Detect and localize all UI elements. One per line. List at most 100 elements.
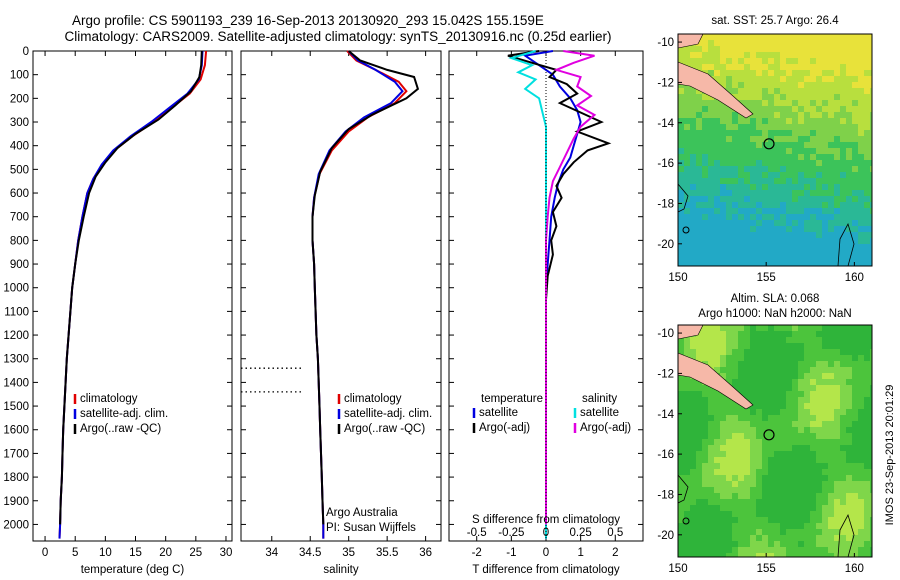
map-cell [828, 325, 834, 331]
map-cell [822, 40, 828, 46]
map-cell [822, 367, 828, 373]
map-cell [870, 148, 872, 154]
map-cell [828, 331, 834, 337]
map-cell [756, 82, 762, 88]
map-cell [768, 493, 774, 499]
map-cell [798, 64, 804, 70]
depth-tick-label: 700 [10, 212, 29, 224]
map-cell [702, 349, 708, 355]
map-cell [762, 214, 768, 220]
map-cell [708, 136, 714, 142]
map-cell [744, 208, 750, 214]
map-cell [846, 403, 852, 409]
map-cell [828, 463, 834, 469]
map-cell [720, 250, 726, 256]
map-cell [780, 262, 786, 266]
map-ytick-label: -12 [657, 77, 674, 89]
map-cell [744, 184, 750, 190]
map-cell [786, 355, 792, 361]
map-cell [756, 409, 762, 415]
map-cell [678, 112, 684, 118]
map-cell [738, 178, 744, 184]
map-cell [684, 523, 690, 529]
map-cell [744, 451, 750, 457]
map-cell [792, 529, 798, 535]
map-cell [750, 112, 756, 118]
map-cell [792, 94, 798, 100]
legend-label: satellite-adj. clim. [80, 408, 168, 420]
map-cell [774, 244, 780, 250]
map-cell [858, 250, 864, 256]
map-cell [702, 391, 708, 397]
map-cell [690, 154, 696, 160]
map-cell [696, 391, 702, 397]
map-cell [708, 172, 714, 178]
map-cell [798, 130, 804, 136]
map-cell [762, 379, 768, 385]
map-cell [732, 88, 738, 94]
map-cell [816, 403, 822, 409]
map-cell [684, 547, 690, 553]
salinity-diff-tick-label: 0.25 [569, 527, 591, 539]
map-cell [816, 256, 822, 262]
map-cell [816, 154, 822, 160]
map-cell [774, 343, 780, 349]
map-cell [738, 535, 744, 541]
map-cell [738, 457, 744, 463]
map-cell [828, 82, 834, 88]
map-cell [732, 70, 738, 76]
map-cell [840, 184, 846, 190]
map-cell [708, 553, 714, 557]
map-cell [738, 82, 744, 88]
map-cell [822, 475, 828, 481]
map-cell [720, 517, 726, 523]
map-cell [678, 118, 684, 124]
map-cell [846, 208, 852, 214]
map-cell [834, 421, 840, 427]
map-cell [780, 154, 786, 160]
map-cell [798, 397, 804, 403]
map-cell [708, 118, 714, 124]
map-ytick-label: -20 [657, 530, 674, 542]
map-cell [738, 208, 744, 214]
map-cell [870, 256, 872, 262]
map-cell [852, 403, 858, 409]
map-cell [726, 112, 732, 118]
map-cell [840, 409, 846, 415]
map-cell [870, 391, 872, 397]
map-cell [840, 475, 846, 481]
map-cell [864, 46, 870, 52]
map-cell [726, 331, 732, 337]
map-cell [732, 367, 738, 373]
map-cell [852, 553, 858, 557]
map-cell [714, 487, 720, 493]
map-cell [708, 142, 714, 148]
map-cell [756, 118, 762, 124]
map-cell [768, 154, 774, 160]
map-cell [846, 487, 852, 493]
map-cell [696, 160, 702, 166]
map-cell [798, 166, 804, 172]
map-cell [774, 160, 780, 166]
map-cell [870, 58, 872, 64]
map-cell [792, 379, 798, 385]
map-cell [732, 82, 738, 88]
map-cell [738, 499, 744, 505]
map-cell [768, 202, 774, 208]
map-cell [726, 250, 732, 256]
map-cell [726, 325, 732, 331]
map-cell [846, 106, 852, 112]
map-cell [810, 421, 816, 427]
salinity-series-2 [311, 50, 420, 525]
map-cell [762, 469, 768, 475]
map-cell [732, 505, 738, 511]
map-cell [786, 547, 792, 553]
map-cell [804, 373, 810, 379]
map-cell [846, 136, 852, 142]
map-cell [744, 202, 750, 208]
map-cell [756, 421, 762, 427]
map-cell [834, 349, 840, 355]
map-cell [858, 88, 864, 94]
map-cell [732, 220, 738, 226]
map-cell [822, 481, 828, 487]
